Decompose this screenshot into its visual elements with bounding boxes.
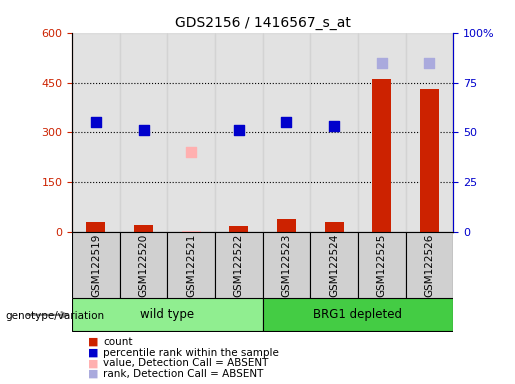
Text: GSM122520: GSM122520 xyxy=(139,233,148,296)
Text: GSM122519: GSM122519 xyxy=(91,233,101,297)
Bar xyxy=(119,232,167,298)
Title: GDS2156 / 1416567_s_at: GDS2156 / 1416567_s_at xyxy=(175,16,351,30)
Bar xyxy=(263,298,453,331)
Text: rank, Detection Call = ABSENT: rank, Detection Call = ABSENT xyxy=(103,369,263,379)
Text: value, Detection Call = ABSENT: value, Detection Call = ABSENT xyxy=(103,358,268,368)
Bar xyxy=(358,33,405,232)
Point xyxy=(282,119,290,126)
Text: percentile rank within the sample: percentile rank within the sample xyxy=(103,348,279,358)
Text: BRG1 depleted: BRG1 depleted xyxy=(314,308,402,321)
Bar xyxy=(263,232,310,298)
Point xyxy=(330,123,338,129)
Point xyxy=(92,119,100,126)
Point xyxy=(235,127,243,133)
Text: GSM122522: GSM122522 xyxy=(234,233,244,297)
Bar xyxy=(215,232,263,298)
Text: ■: ■ xyxy=(88,348,98,358)
Text: GSM122523: GSM122523 xyxy=(282,233,291,297)
Text: GSM122521: GSM122521 xyxy=(186,233,196,297)
Bar xyxy=(72,33,119,232)
Bar xyxy=(324,222,344,232)
Bar xyxy=(263,33,310,232)
Text: ■: ■ xyxy=(88,358,98,368)
Point xyxy=(140,127,148,133)
Bar xyxy=(72,298,263,331)
Point xyxy=(377,60,386,66)
Bar xyxy=(310,232,358,298)
Text: genotype/variation: genotype/variation xyxy=(5,311,104,321)
Bar xyxy=(310,33,358,232)
Bar xyxy=(420,89,439,232)
Bar xyxy=(215,33,263,232)
Bar xyxy=(72,232,119,298)
Text: GSM122526: GSM122526 xyxy=(424,233,434,297)
Bar xyxy=(372,79,391,232)
Text: ■: ■ xyxy=(88,337,98,347)
Bar xyxy=(277,219,296,232)
Bar xyxy=(229,226,248,232)
Bar xyxy=(182,231,201,232)
Text: GSM122524: GSM122524 xyxy=(329,233,339,297)
Bar xyxy=(405,232,453,298)
Bar xyxy=(358,232,405,298)
Bar xyxy=(405,33,453,232)
Text: wild type: wild type xyxy=(140,308,195,321)
Bar xyxy=(87,222,106,232)
Point xyxy=(187,149,195,156)
Point xyxy=(425,60,434,66)
Bar xyxy=(134,225,153,232)
Bar xyxy=(167,232,215,298)
Text: GSM122525: GSM122525 xyxy=(377,233,387,297)
Text: ■: ■ xyxy=(88,369,98,379)
Text: count: count xyxy=(103,337,132,347)
Bar xyxy=(119,33,167,232)
Bar xyxy=(167,33,215,232)
